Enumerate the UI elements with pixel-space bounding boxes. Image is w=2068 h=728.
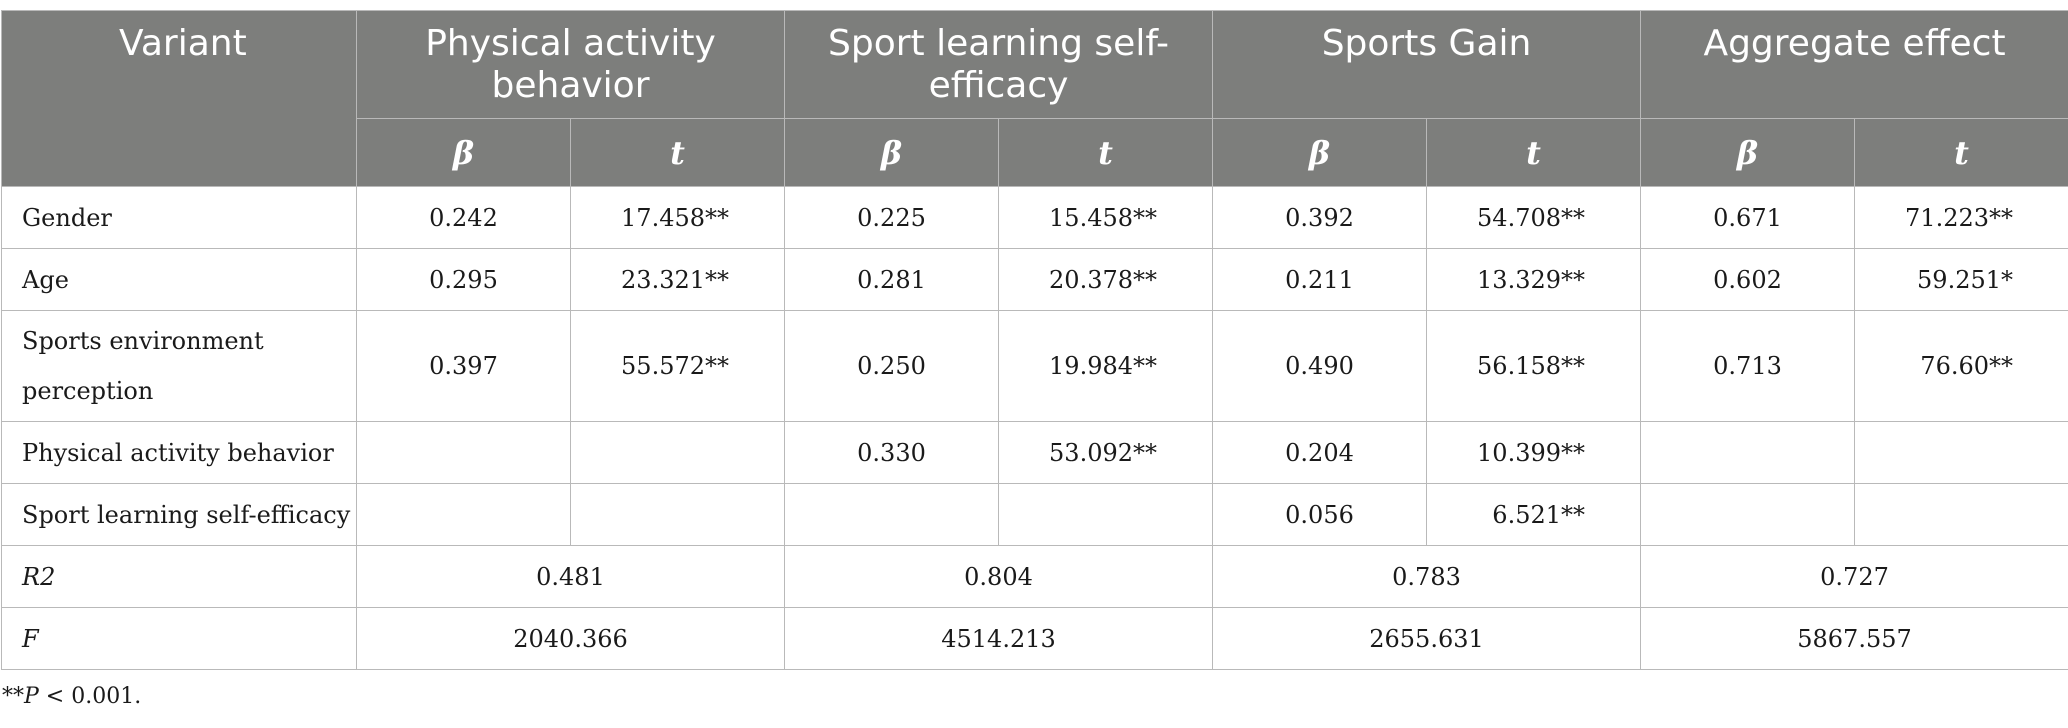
beta-cell: 0.295 <box>356 248 571 311</box>
table-row: Sport learning self-efficacy 0.056 6.521… <box>1 483 2068 546</box>
t-cell: 76.60** <box>1854 310 2068 422</box>
beta-cell: 0.250 <box>784 310 1000 422</box>
t-cell: 55.572** <box>569 310 786 422</box>
header-t: t <box>569 118 786 187</box>
t-cell: 59.251* <box>1854 248 2068 311</box>
beta-cell: 0.330 <box>784 421 1000 484</box>
regression-table-container: Variant Physical activity behavior Sport… <box>0 10 2068 670</box>
table-footnote: **P < 0.001. <box>2 684 141 709</box>
t-cell: 53.092** <box>998 421 1214 484</box>
t-cell: 10.399** <box>1426 421 1642 484</box>
beta-cell <box>784 483 1000 546</box>
beta-cell: 0.204 <box>1212 421 1428 484</box>
row-label: Age <box>1 248 357 311</box>
beta-cell <box>356 483 571 546</box>
table-row: Age 0.295 23.321** 0.281 20.378** 0.211 … <box>1 248 2068 311</box>
t-cell: 6.521** <box>1426 483 1642 546</box>
header-group-physical-activity: Physical activity behavior <box>355 10 786 119</box>
header-beta: β <box>1212 118 1428 187</box>
footnote-prefix: ** <box>2 684 24 709</box>
header-t: t <box>1426 118 1642 187</box>
t-cell <box>569 483 786 546</box>
f-value: 5867.557 <box>1640 607 2068 670</box>
t-cell: 15.458** <box>998 186 1214 249</box>
beta-cell <box>356 421 571 484</box>
header-t: t <box>998 118 1214 187</box>
r2-value: 0.804 <box>784 545 1214 608</box>
beta-cell <box>1640 421 1856 484</box>
f-value: 2655.631 <box>1212 607 1642 670</box>
r2-row: R2 0.481 0.804 0.783 0.727 <box>1 545 2068 608</box>
header-beta: β <box>1640 118 1856 187</box>
beta-cell: 0.211 <box>1212 248 1428 311</box>
beta-cell: 0.056 <box>1212 483 1428 546</box>
beta-cell: 0.713 <box>1640 310 1856 422</box>
header-t: t <box>1854 118 2068 187</box>
r2-value: 0.783 <box>1212 545 1642 608</box>
f-row: F 2040.366 4514.213 2655.631 5867.557 <box>1 607 2068 670</box>
header-group-aggregate: Aggregate effect <box>1640 10 2068 119</box>
t-cell: 13.329** <box>1426 248 1642 311</box>
header-group-self-efficacy: Sport learning self-efficacy <box>784 10 1214 119</box>
f-label: F <box>1 607 357 670</box>
t-cell: 56.158** <box>1426 310 1642 422</box>
t-cell <box>998 483 1214 546</box>
header-beta: β <box>784 118 1000 187</box>
regression-table: Variant Physical activity behavior Sport… <box>1 10 2068 670</box>
r2-label: R2 <box>1 545 357 608</box>
beta-cell <box>1640 483 1856 546</box>
t-cell <box>569 421 786 484</box>
beta-cell: 0.602 <box>1640 248 1856 311</box>
t-cell: 54.708** <box>1426 186 1642 249</box>
t-cell: 19.984** <box>998 310 1214 422</box>
table-row: Physical activity behavior 0.330 53.092*… <box>1 421 2068 484</box>
table-row: Gender 0.242 17.458** 0.225 15.458** 0.3… <box>1 186 2068 249</box>
footnote-rest: < 0.001. <box>38 684 142 709</box>
beta-cell: 0.281 <box>784 248 1000 311</box>
r2-value: 0.481 <box>355 545 786 608</box>
table-row: Sports environment perception 0.397 55.5… <box>1 310 2068 422</box>
t-cell <box>1854 483 2068 546</box>
beta-cell: 0.671 <box>1640 186 1856 249</box>
header-group-sports-gain: Sports Gain <box>1212 10 1642 119</box>
row-label: Sport learning self-efficacy <box>1 483 357 546</box>
beta-cell: 0.242 <box>356 186 571 249</box>
t-cell: 23.321** <box>569 248 786 311</box>
header-beta: β <box>356 118 571 187</box>
row-label: Gender <box>1 186 357 249</box>
footnote-p: P <box>24 684 39 709</box>
t-cell: 20.378** <box>998 248 1214 311</box>
beta-cell: 0.392 <box>1212 186 1428 249</box>
row-label: Physical activity behavior <box>1 421 357 484</box>
t-cell <box>1854 421 2068 484</box>
f-value: 4514.213 <box>784 607 1214 670</box>
header-variant: Variant <box>1 10 357 187</box>
f-value: 2040.366 <box>355 607 786 670</box>
beta-cell: 0.225 <box>784 186 1000 249</box>
beta-cell: 0.490 <box>1212 310 1428 422</box>
header-row-groups: Variant Physical activity behavior Sport… <box>1 10 2068 187</box>
t-cell: 17.458** <box>569 186 786 249</box>
header-row-stats: β t β t β t β t <box>2 118 2068 187</box>
t-cell: 71.223** <box>1854 186 2068 249</box>
row-label: Sports environment perception <box>1 310 357 422</box>
r2-value: 0.727 <box>1640 545 2068 608</box>
beta-cell: 0.397 <box>356 310 571 422</box>
